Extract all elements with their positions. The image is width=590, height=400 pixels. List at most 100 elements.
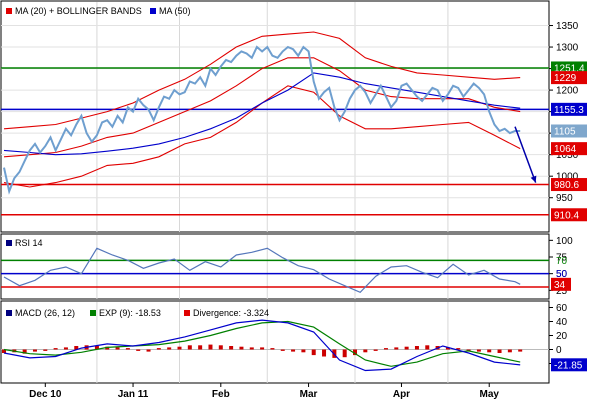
forecast-arrow [514,126,537,183]
divergence-bar [414,346,419,350]
divergence-bar [74,346,79,350]
level-tag: 980.6 [554,180,579,191]
divergence-bar [32,349,37,352]
legend-swatch [6,310,12,316]
price-panel-frame [0,0,550,233]
rsi-value-tag-bg [551,277,571,291]
level-tag-bg [551,102,587,116]
series-ma-50- [3,72,521,156]
divergence-bar [487,349,492,353]
date-label: May [479,389,499,400]
legend-label: MA (50) [159,6,191,16]
y-tick-label: 1000 [556,172,579,183]
divergence-bar [425,345,430,350]
level-tag: 910.4 [554,210,579,221]
legend-label: RSI 14 [15,238,43,248]
level-tag-bg [551,178,587,192]
price-value-tags: 1251.4 1155.3 980.6 910.4 1229 1105 1064 [551,61,587,222]
series-rsi [3,247,521,294]
divergence-bar [146,349,151,352]
divergence-bar [229,346,234,350]
legend-label: Divergence: -3.324 [193,308,269,318]
divergence-bar [105,346,110,350]
rsi-level-lines [1,259,549,288]
y-tick-label: 1300 [556,43,579,54]
date-label: Mar [300,389,318,400]
divergence-bar [456,348,461,350]
value-tag-bg [551,142,587,156]
divergence-bar [404,346,409,350]
divergence-bar [373,349,378,351]
price-level-lines [1,67,549,216]
macd-y-tick-label: 40 [556,317,568,328]
legend-swatch [184,310,190,316]
divergence-bar [43,349,48,351]
divergence-bar [507,349,512,353]
divergence-bar [187,345,192,350]
macd-panel-frame [0,300,550,384]
divergence-bar [218,345,223,350]
divergence-bar [156,348,161,350]
macd-y-tick-label: 0 [556,345,562,356]
divergence-bar [177,346,182,350]
date-label: Dec 10 [29,389,62,400]
series-price [3,45,521,195]
series-signal [3,320,521,367]
price-gridlines [1,2,549,232]
divergence-bar [270,348,275,350]
macd-value-tag: -21.85 [554,360,583,371]
value-tag: 1105 [554,126,576,137]
divergence-bar [22,349,27,354]
value-tag: 1229 [554,73,577,84]
level-tag-bg [551,208,587,222]
rsi-value-tag: 34 [554,280,566,291]
divergence-bar [476,349,481,352]
level-tag: 1251.4 [554,63,585,74]
macd-value-tag-bg [551,358,587,372]
rsi-y-tick-label: 100 [556,236,573,247]
divergence-bar [63,347,68,350]
rsi-y-tick-label: 75 [556,253,568,264]
rsi-level-label: 50 [556,269,568,280]
date-label: Jan 11 [118,389,149,400]
divergence-bar [497,349,502,353]
divergence-bar [383,348,388,350]
divergence-bar [249,347,254,350]
legend-label: MACD (26, 12) [15,308,75,318]
rsi-level-label: 70 [556,256,568,267]
y-tick-label: 1050 [556,150,579,161]
level-tag: 1155.3 [554,105,584,116]
divergence-bar [125,348,130,350]
date-label: Apr [393,389,410,400]
divergence-bar [518,349,523,352]
legend-swatch [90,310,96,316]
macd-legend: MACD (26, 12) EXP (9): -18.53 Divergence: … [6,308,269,318]
legend-swatch [150,8,156,14]
legend-label: MA (20) + BOLLINGER BANDS [15,6,142,16]
date-axis: Dec 10 Jan 11 Feb Mar Apr May [29,383,499,400]
divergence-bar [363,349,368,353]
series-bb-upper [3,31,521,130]
rsi-y-tick-label: 50 [556,269,568,280]
y-tick-label: 1350 [556,21,579,32]
value-tag: 1064 [554,144,577,155]
divergence-bar [53,348,58,350]
rsi-y-tick-label: 25 [556,286,568,297]
rsi-panel-frame [0,233,550,300]
divergence-bar [342,349,347,358]
divergence-bar [167,347,172,350]
rsi-legend: RSI 14 [6,238,43,248]
divergence-bar [311,349,316,356]
macd-series-group [2,319,523,372]
macd-value-tags: -21.85 [551,358,587,372]
price-panel: 95010001050110011501200125013001350 1251… [0,0,587,233]
legend-label: EXP (9): -18.53 [99,308,161,318]
legend-swatch [6,240,12,246]
divergence-bar [280,349,285,351]
series-ma-20- [3,57,521,158]
series-macd [3,319,521,372]
divergence-bar [208,344,213,350]
forecast-arrow-shaft [514,126,537,183]
price-legend: MA (20) + BOLLINGER BANDS MA (50) [6,6,191,16]
